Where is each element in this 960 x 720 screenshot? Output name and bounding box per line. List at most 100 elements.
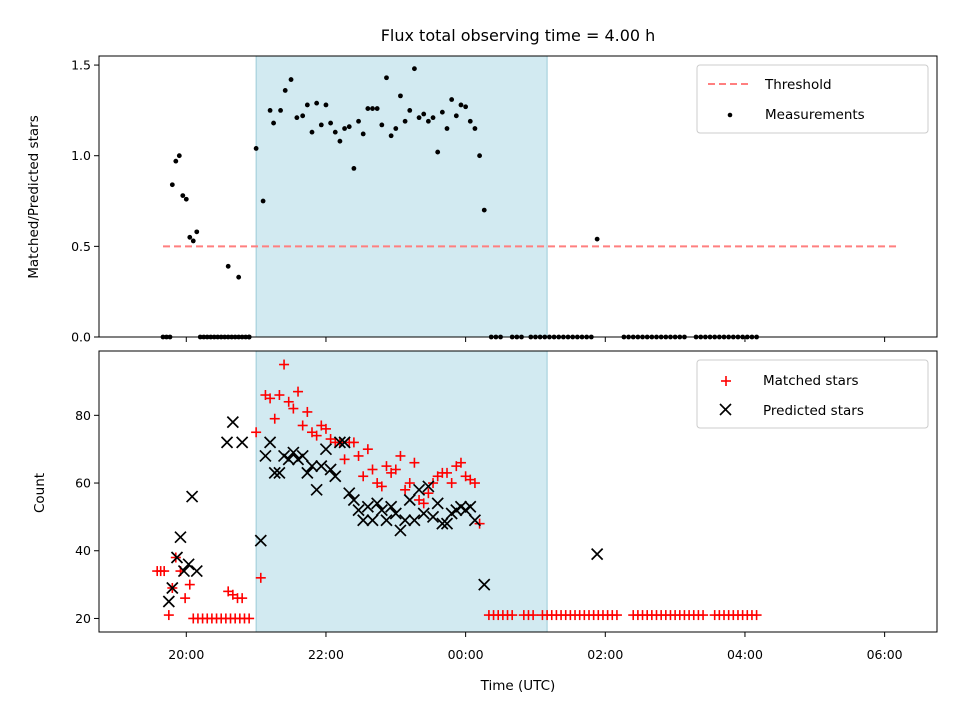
predicted-point [177, 564, 191, 578]
measurement-point [278, 107, 283, 113]
predicted-point [220, 436, 234, 449]
matched-point [507, 610, 518, 621]
measurement-point [477, 153, 482, 159]
predicted-point [329, 470, 342, 483]
predicted-point [263, 436, 277, 449]
matched-point [469, 478, 480, 489]
measurement-point [332, 129, 338, 135]
predicted-point [417, 507, 430, 520]
predicted-point [371, 497, 384, 510]
legend-measurements-label: Measurements [765, 107, 865, 123]
matched-point [353, 450, 364, 461]
measurement-point [360, 131, 366, 137]
bottom-xtick-label: 22:00 [308, 647, 344, 662]
matched-point [381, 461, 392, 472]
matched-point [279, 359, 290, 370]
predicted-point [347, 493, 360, 507]
measurement-point [187, 234, 193, 240]
matched-point [423, 488, 434, 499]
bottom-xtick-label: 00:00 [448, 647, 484, 662]
measurement-point [467, 118, 473, 124]
predicted-point [412, 483, 426, 496]
matched-point [376, 481, 387, 492]
predicted-point [162, 595, 175, 608]
matched-point [528, 610, 539, 621]
bottom-ytick-label: 80 [75, 408, 91, 423]
measurement-point [337, 138, 343, 144]
measurement-point [435, 149, 441, 155]
measurement-point [309, 129, 315, 135]
measurement-point [430, 115, 436, 121]
measurement-point [425, 118, 431, 124]
matched-point [698, 610, 709, 621]
chart-title: Flux total observing time = 4.00 h [381, 26, 656, 45]
predicted-point [380, 514, 393, 527]
matched-point [418, 498, 429, 509]
matched-point [611, 610, 622, 621]
top-axes-frame [98, 55, 938, 338]
predicted-point [305, 460, 319, 473]
predicted-point [182, 558, 195, 571]
predicted-point [170, 551, 184, 564]
predicted-point [296, 449, 309, 463]
predicted-point [403, 493, 416, 507]
matched-point [184, 579, 195, 590]
top-shaded-region [255, 55, 548, 338]
matched-point [390, 464, 401, 475]
predicted-point [268, 466, 281, 479]
measurement-point [407, 107, 413, 113]
measurement-point [439, 109, 445, 115]
predicted-point [591, 548, 604, 561]
matched-point [297, 420, 308, 431]
measurement-point [253, 146, 259, 151]
measurement-point [444, 126, 450, 131]
bottom-ytick-label: 20 [75, 611, 91, 626]
predicted-point [375, 504, 388, 517]
matched-point [251, 427, 262, 438]
bottom-ytick-label: 60 [75, 476, 91, 491]
measurement-point [356, 118, 361, 124]
predicted-point [478, 578, 491, 591]
matched-point [348, 437, 359, 448]
bottom-shaded-region [255, 350, 548, 633]
top-ytick-label: 0.5 [71, 239, 91, 254]
measurement-point [449, 97, 455, 102]
matched-point [274, 390, 285, 401]
measurement-point [453, 113, 459, 119]
matched-point [255, 572, 266, 583]
top-legend-box [696, 64, 929, 134]
measurement-point [314, 100, 320, 106]
predicted-point [422, 480, 435, 493]
predicted-point [394, 524, 407, 537]
matched-point [320, 423, 331, 434]
legend-threshold-label: Threshold [764, 77, 832, 93]
matched-point [293, 386, 304, 397]
predicted-point [282, 453, 295, 466]
legend-measurements-swatch [727, 112, 733, 118]
measurement-point [176, 153, 182, 159]
predicted-point [426, 510, 440, 523]
matched-point [400, 484, 411, 495]
measurement-point [346, 124, 352, 130]
measurement-point [180, 193, 186, 198]
top-ytick-label: 1.0 [71, 148, 91, 163]
matched-point [442, 467, 453, 478]
matched-point [283, 396, 294, 407]
measurement-point [481, 207, 487, 213]
measurement-point [370, 106, 375, 111]
measurement-point [393, 126, 399, 131]
matched-point [237, 593, 248, 604]
matched-point [395, 450, 406, 461]
bottom-y-axis-label: Count [32, 473, 48, 513]
matched-point [455, 457, 466, 468]
predicted-point [399, 514, 412, 527]
matched-point [409, 457, 420, 468]
matched-point [339, 454, 350, 465]
measurement-point [282, 88, 288, 93]
bottom-axes-frame [98, 350, 938, 633]
measurement-point [288, 77, 294, 82]
predicted-point [319, 443, 333, 456]
predicted-point [436, 517, 449, 530]
measurement-point [173, 158, 179, 164]
